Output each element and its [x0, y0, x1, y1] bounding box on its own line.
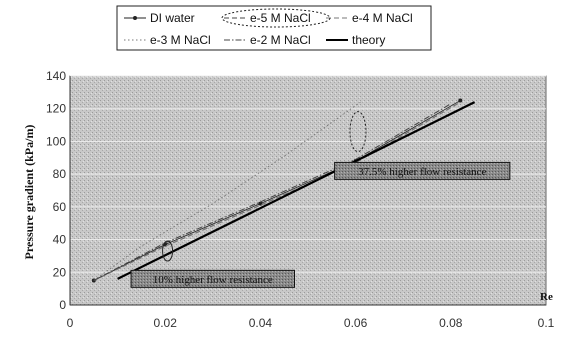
- y-tick-label: 0: [59, 298, 66, 312]
- highlight-ellipse: [162, 240, 174, 262]
- ticks: 0 20 40 60 80 100 120 140 0 0.02 0.04 0.06 0.08 0.1: [46, 69, 555, 330]
- series-line: [117, 101, 476, 280]
- legend-label: theory: [352, 33, 385, 47]
- legend: DI water e-5 M NaCl e-4 M NaCl e-3 M NaCl e-…: [124, 8, 413, 47]
- y-tick-label: 20: [53, 265, 67, 279]
- legend-box: [116, 5, 432, 51]
- y-tick-label: 140: [46, 69, 66, 83]
- x-tick-label: 0.04: [249, 316, 273, 330]
- legend-label: e-5 M NaCl: [250, 11, 311, 25]
- axes: [69, 76, 546, 306]
- highlight-ellipse: [349, 111, 367, 153]
- data-point: [458, 98, 463, 103]
- legend-marker: [133, 16, 137, 20]
- x-axis-label: Re: [540, 291, 553, 303]
- x-tick-label: 0.06: [344, 316, 368, 330]
- annotation-label: 10% higher flow resistance: [153, 274, 273, 286]
- y-tick-label: 60: [53, 200, 67, 214]
- x-tick-label: 0.08: [439, 316, 463, 330]
- series-line: [93, 103, 452, 281]
- x-tick-label: 0.02: [154, 316, 178, 330]
- y-tick-label: 80: [53, 167, 67, 181]
- y-tick-label: 120: [46, 102, 66, 116]
- legend-label: e-2 M NaCl: [250, 33, 311, 47]
- x-tick-label: 0.1: [538, 316, 555, 330]
- series-line: [93, 101, 461, 281]
- y-axis-label: Pressure gradient (kPa/m): [22, 125, 36, 260]
- annotations: 37.5% higher flow resistance 10% higher f…: [130, 161, 511, 288]
- y-tick-label: 40: [53, 233, 67, 247]
- series-group: [91, 98, 476, 283]
- annotation-box: [334, 161, 511, 180]
- x-tick-label: 0: [67, 316, 74, 330]
- annotation-label: 37.5% higher flow resistance: [358, 166, 486, 178]
- y-tick-label: 100: [46, 134, 66, 148]
- legend-highlight-ellipse: [221, 8, 331, 28]
- legend-label: e-3 M NaCl: [150, 33, 211, 47]
- legend-label: DI water: [150, 11, 195, 25]
- annotation-box: [130, 269, 295, 288]
- legend-label: e-4 M NaCl: [352, 11, 413, 25]
